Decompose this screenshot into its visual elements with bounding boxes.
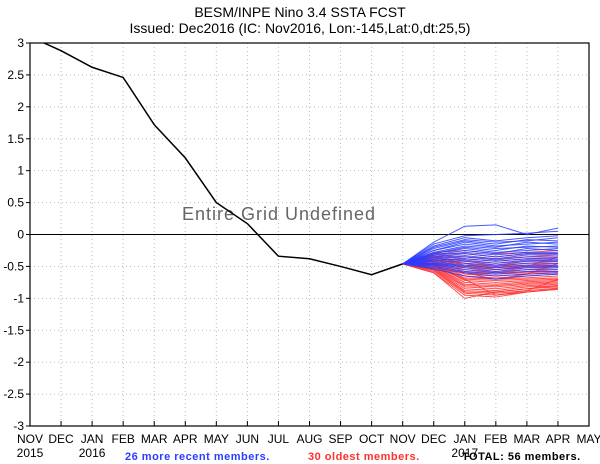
recent-member-line: [402, 235, 558, 265]
recent-member-line: [402, 263, 558, 277]
recent-member-line: [402, 237, 558, 265]
y-tick-label: 2.5: [7, 68, 24, 82]
y-tick-label: 0.5: [7, 196, 24, 210]
x-tick-label: APR: [173, 432, 198, 446]
y-tick-label: 1.5: [7, 132, 24, 146]
y-tick-label: -2.5: [3, 387, 24, 401]
x-tick-label: MAY: [576, 432, 600, 446]
recent-member-line: [402, 230, 558, 265]
recent-member-line: [402, 256, 558, 265]
x-year-label: 2015: [17, 446, 44, 460]
chart-subtitle: Issued: Dec2016 (IC: Nov2016, Lon:-145,L…: [130, 20, 471, 36]
x-tick-label: DEC: [48, 432, 74, 446]
recent-member-line: [402, 262, 558, 267]
x-year-label: 2016: [79, 446, 106, 460]
observed-line: [42, 43, 403, 276]
y-tick-label: -0.5: [3, 259, 24, 273]
x-tick-label: DEC: [421, 432, 447, 446]
oldest-member-line: [402, 262, 559, 280]
legend-total-members: TOTAL: 56 members.: [462, 451, 581, 463]
x-tick-label: JAN: [453, 432, 476, 446]
recent-member-line: [402, 254, 558, 265]
recent-member-line: [402, 241, 558, 265]
recent-member-line: [402, 263, 558, 274]
x-tick-label: JUL: [268, 432, 290, 446]
recent-member-line: [402, 259, 558, 265]
recent-member-line: [402, 251, 558, 265]
x-tick-label: NOV: [17, 432, 43, 446]
y-tick-label: -1.5: [3, 323, 24, 337]
recent-member-line: [402, 248, 558, 265]
recent-member-line: [402, 245, 558, 265]
legend-oldest-members: 30 oldest members.: [308, 451, 420, 463]
ensemble-members: [402, 224, 559, 299]
recent-member-line: [402, 263, 558, 273]
plot-frame: [29, 42, 590, 427]
chart-title: BESM/INPE Nino 3.4 SSTA FCST: [194, 4, 406, 20]
y-axis: 3 2.5 2 1.5 1 0.5 0 -0.5 -1 -1.5 -2 -2.5 -3: [3, 36, 30, 433]
x-year-label: 2017: [451, 446, 478, 460]
x-tick-label: AUG: [296, 432, 322, 446]
x-tick-label: MAR: [514, 432, 541, 446]
x-tick-label: APR: [546, 432, 571, 446]
recent-member-line: [402, 248, 558, 265]
x-tick-label: JUN: [236, 432, 259, 446]
y-tick-label: -1: [13, 291, 24, 305]
undefined-grid-annotation: Entire Grid Undefined: [182, 204, 376, 224]
recent-member-line: [402, 263, 558, 280]
recent-member-line: [402, 239, 558, 265]
y-tick-label: -2: [13, 355, 24, 369]
y-tick-label: 0: [17, 228, 24, 242]
x-tick-label: MAR: [141, 432, 168, 446]
x-tick-label: OCT: [359, 432, 385, 446]
x-tick-label: MAY: [204, 432, 229, 446]
observed-series: [42, 43, 403, 276]
y-tick-label: 1: [17, 164, 24, 178]
recent-member-line: [402, 253, 558, 265]
y-tick-label: 2: [17, 100, 24, 114]
recent-member-line: [402, 262, 558, 269]
recent-member-line: [402, 263, 558, 271]
x-tick-label: SEP: [329, 432, 353, 446]
y-tick-label: -3: [13, 419, 24, 433]
recent-member-line: [402, 260, 558, 266]
x-tick-label: FEB: [111, 432, 134, 446]
x-tick-label: NOV: [390, 432, 416, 446]
x-tick-label: JAN: [81, 432, 104, 446]
y-tick-label: 3: [17, 36, 24, 50]
recent-member-line: [402, 263, 558, 275]
oldest-member-line: [402, 263, 558, 294]
legend-recent-members: 26 more recent members.: [125, 451, 270, 463]
recent-member-line: [402, 224, 559, 265]
plot-border: [29, 42, 590, 427]
x-tick-label: FEB: [484, 432, 507, 446]
oldest-member-line: [402, 263, 558, 290]
